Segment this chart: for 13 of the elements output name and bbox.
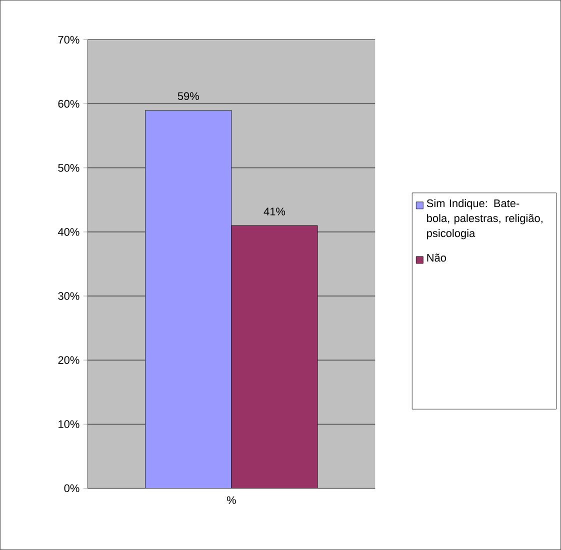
y-tick-label: 50% [58,164,80,172]
legend-label: Não [427,254,446,262]
x-tick-label: % [226,496,236,504]
y-tick-label: 10% [58,420,80,428]
y-tick-label: 40% [58,228,80,236]
data-label: 59% [178,92,199,100]
legend-label: Sim Indique: Bate-bola, palestras, religião, psicologia [426,199,542,240]
y-tick-label: 30% [58,292,80,300]
y-tick-label: 60% [58,100,80,108]
y-tick-label: 70% [58,36,80,44]
y-tick-label: 0% [64,484,80,492]
y-tick-label: 20% [58,356,80,364]
data-label: 41% [264,208,286,216]
